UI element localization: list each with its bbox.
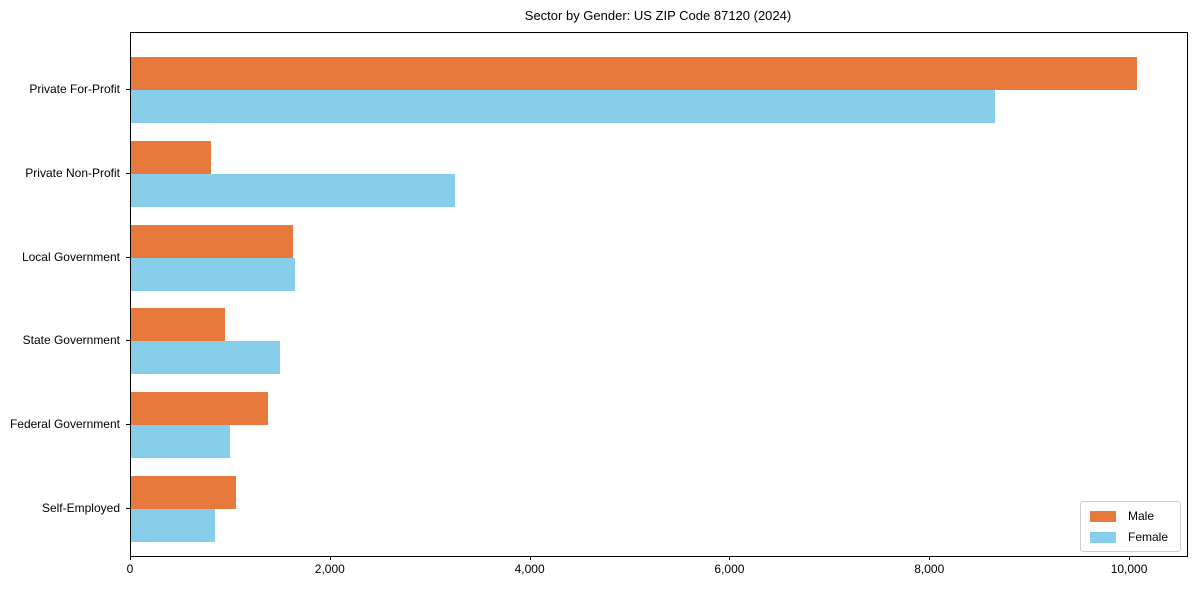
- x-tick-mark: [130, 556, 131, 560]
- x-tick-mark: [929, 556, 931, 560]
- x-tick-label: 10,000: [1110, 562, 1148, 576]
- y-tick-label: Private For-Profit: [29, 82, 120, 96]
- legend-swatch-male: [1089, 510, 1116, 522]
- x-tick-mark: [1129, 556, 1131, 560]
- plot-area: Male Female: [130, 32, 1188, 557]
- y-tick-label: Federal Government: [9, 417, 120, 432]
- y-tick-mark: [126, 508, 130, 509]
- x-tick-mark: [729, 556, 731, 560]
- x-tick-mark: [329, 556, 331, 560]
- y-tick-label: Self-Employed: [41, 501, 120, 515]
- x-tick-label: 4,000: [514, 562, 545, 576]
- y-tick-mark: [126, 340, 130, 342]
- y-tick-label: Private Non-Profit: [25, 165, 120, 180]
- bar-female-self-employed: [131, 509, 215, 542]
- bar-male-local-government: [131, 224, 293, 258]
- legend-label-female: Female: [1127, 530, 1168, 544]
- legend-entry-male: Male: [1089, 509, 1168, 523]
- bar-female-federal-government: [131, 425, 230, 459]
- bar-male-private-non-profit: [131, 140, 211, 174]
- x-tick-label: 8,000: [914, 562, 945, 576]
- bar-female-private-for-profit: [131, 90, 996, 123]
- bar-male-private-for-profit: [131, 57, 1138, 90]
- legend-entry-female: Female: [1089, 530, 1168, 544]
- x-tick-label: 0: [126, 562, 134, 576]
- bar-male-self-employed: [131, 476, 236, 509]
- legend-label-male: Male: [1127, 509, 1154, 523]
- legend: Male Female: [1079, 501, 1181, 552]
- x-tick-label: 6,000: [714, 562, 745, 576]
- x-tick-mark: [529, 556, 531, 560]
- chart-title: Sector by Gender: US ZIP Code 87120 (202…: [524, 8, 792, 23]
- legend-swatch-female: [1089, 531, 1116, 543]
- x-tick-label: 2,000: [314, 562, 345, 576]
- y-tick-mark: [126, 424, 130, 426]
- bar-male-federal-government: [131, 392, 268, 426]
- bar-female-local-government: [131, 257, 295, 291]
- bar-female-state-government: [131, 341, 280, 375]
- bar-female-private-non-profit: [131, 173, 455, 207]
- y-tick-mark: [126, 256, 130, 258]
- bar-male-state-government: [131, 308, 225, 342]
- y-tick-mark: [126, 89, 130, 90]
- y-tick-mark: [126, 172, 130, 174]
- y-tick-label: Local Government: [21, 249, 120, 264]
- y-tick-label: State Government: [22, 333, 120, 348]
